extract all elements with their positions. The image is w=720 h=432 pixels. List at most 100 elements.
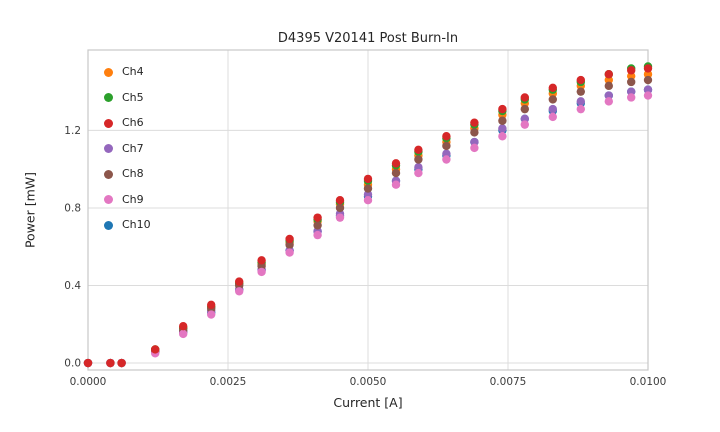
data-point-Ch9 — [313, 230, 322, 240]
legend-label: Ch5 — [122, 90, 144, 104]
x-tick-label: 0.0100 — [630, 376, 667, 388]
chart-title: D4395 V20141 Post Burn-In — [277, 31, 459, 46]
data-point-Ch8 — [391, 168, 401, 178]
data-point-Ch8 — [576, 87, 585, 96]
data-point-Ch6 — [151, 345, 160, 354]
y-axis-label: Power [mW] — [22, 171, 38, 249]
data-point-Ch8 — [520, 104, 529, 114]
data-point-Ch9 — [442, 155, 451, 164]
legend-marker-icon — [104, 144, 113, 153]
data-point-Ch9 — [520, 120, 529, 129]
legend-label: Ch10 — [122, 218, 151, 231]
legend-label: Ch7 — [122, 141, 144, 155]
legend-marker-icon — [104, 195, 113, 204]
data-point-Ch8 — [643, 75, 653, 85]
data-point-Ch9 — [414, 168, 423, 178]
data-point-Ch7 — [470, 137, 479, 147]
data-point-Ch9 — [627, 93, 636, 102]
data-point-Ch9 — [207, 310, 216, 319]
data-point-Ch8 — [363, 184, 373, 193]
data-point-Ch9 — [498, 132, 507, 141]
legend-item-Ch10: Ch10 — [104, 216, 151, 234]
data-point-Ch6 — [313, 213, 322, 222]
data-point-Ch6 — [498, 104, 507, 114]
data-point-Ch8 — [313, 221, 322, 230]
data-point-Ch7 — [414, 163, 423, 172]
data-point-Ch6 — [548, 83, 557, 92]
data-point-Ch6 — [106, 358, 115, 368]
x-axis-label: Current [A] — [333, 395, 403, 410]
legend-marker-icon — [104, 93, 113, 102]
data-point-Ch6 — [235, 277, 244, 286]
legend-label: Ch6 — [122, 116, 144, 129]
legend-marker-icon — [104, 169, 113, 179]
data-point-Ch7 — [643, 85, 653, 94]
data-point-Ch6 — [414, 145, 423, 155]
legend-item-Ch7: Ch7 — [104, 140, 151, 158]
data-point-Ch6 — [627, 66, 636, 75]
x-tick-label: 0.0050 — [350, 376, 387, 388]
y-tick-label: 0.8 — [64, 202, 81, 214]
data-point-Ch4 — [627, 71, 636, 81]
data-point-Ch4 — [604, 75, 613, 85]
data-point-Ch9 — [470, 143, 479, 153]
data-point-Ch8 — [548, 95, 557, 104]
legend-item-Ch9: Ch9 — [104, 191, 151, 209]
data-point-Ch8 — [470, 128, 479, 137]
data-point-Ch6 — [83, 358, 93, 368]
data-point-Ch7 — [548, 104, 557, 114]
legend-marker-icon — [104, 67, 113, 77]
data-point-Ch6 — [643, 64, 653, 73]
y-tick-label: 1.2 — [64, 125, 81, 137]
data-point-Ch7 — [604, 91, 613, 100]
data-point-Ch8 — [442, 141, 451, 151]
legend-item-Ch4: Ch4 — [104, 63, 151, 81]
legend-label: Ch9 — [122, 192, 144, 206]
data-point-Ch8 — [604, 81, 613, 91]
data-point-Ch6 — [179, 321, 188, 331]
data-point-Ch6 — [470, 118, 479, 127]
data-point-Ch6 — [442, 132, 451, 141]
legend-item-Ch8: Ch8 — [104, 165, 151, 183]
data-point-Ch9 — [548, 112, 557, 122]
data-point-Ch9 — [257, 267, 266, 277]
legend-item-Ch5: Ch5 — [104, 89, 151, 107]
data-point-Ch6 — [257, 256, 266, 265]
legend-item-Ch6: Ch6 — [104, 114, 151, 132]
data-point-Ch8 — [498, 116, 507, 125]
y-tick-label: 0.4 — [64, 280, 81, 292]
data-point-Ch8 — [285, 240, 294, 249]
plot-border — [87, 49, 649, 371]
data-point-Ch8 — [257, 261, 266, 271]
data-point-Ch8 — [335, 203, 345, 213]
data-point-Ch9 — [391, 180, 401, 189]
data-point-Ch4 — [643, 70, 653, 79]
data-point-Ch7 — [520, 114, 529, 124]
data-point-Ch6 — [604, 70, 613, 79]
data-point-Ch6 — [520, 93, 529, 102]
data-point-Ch9 — [335, 213, 345, 222]
legend-label: Ch4 — [122, 65, 144, 78]
data-point-Ch9 — [285, 248, 294, 257]
data-point-Ch9 — [363, 196, 373, 205]
legend: Ch4 Ch5 Ch6 Ch7 Ch8 Ch9 Ch10 — [104, 63, 151, 242]
data-point-Ch7 — [498, 124, 507, 133]
data-point-Ch9 — [604, 97, 613, 106]
data-point-Ch9 — [576, 104, 585, 114]
data-point-Ch7 — [442, 149, 451, 158]
legend-marker-icon — [104, 118, 113, 128]
data-point-Ch8 — [627, 77, 636, 87]
data-point-Ch8 — [414, 155, 423, 164]
data-point-Ch6 — [285, 234, 294, 244]
x-tick-label: 0.0075 — [490, 376, 527, 388]
data-point-Ch7 — [576, 97, 585, 106]
data-point-Ch6 — [117, 358, 126, 368]
data-point-Ch9 — [179, 329, 188, 339]
data-point-Ch6 — [335, 196, 345, 205]
legend-label: Ch8 — [122, 167, 144, 180]
x-tick-label: 0.0000 — [70, 376, 107, 388]
data-point-Ch6 — [363, 174, 373, 184]
x-tick-label: 0.0025 — [210, 376, 247, 388]
